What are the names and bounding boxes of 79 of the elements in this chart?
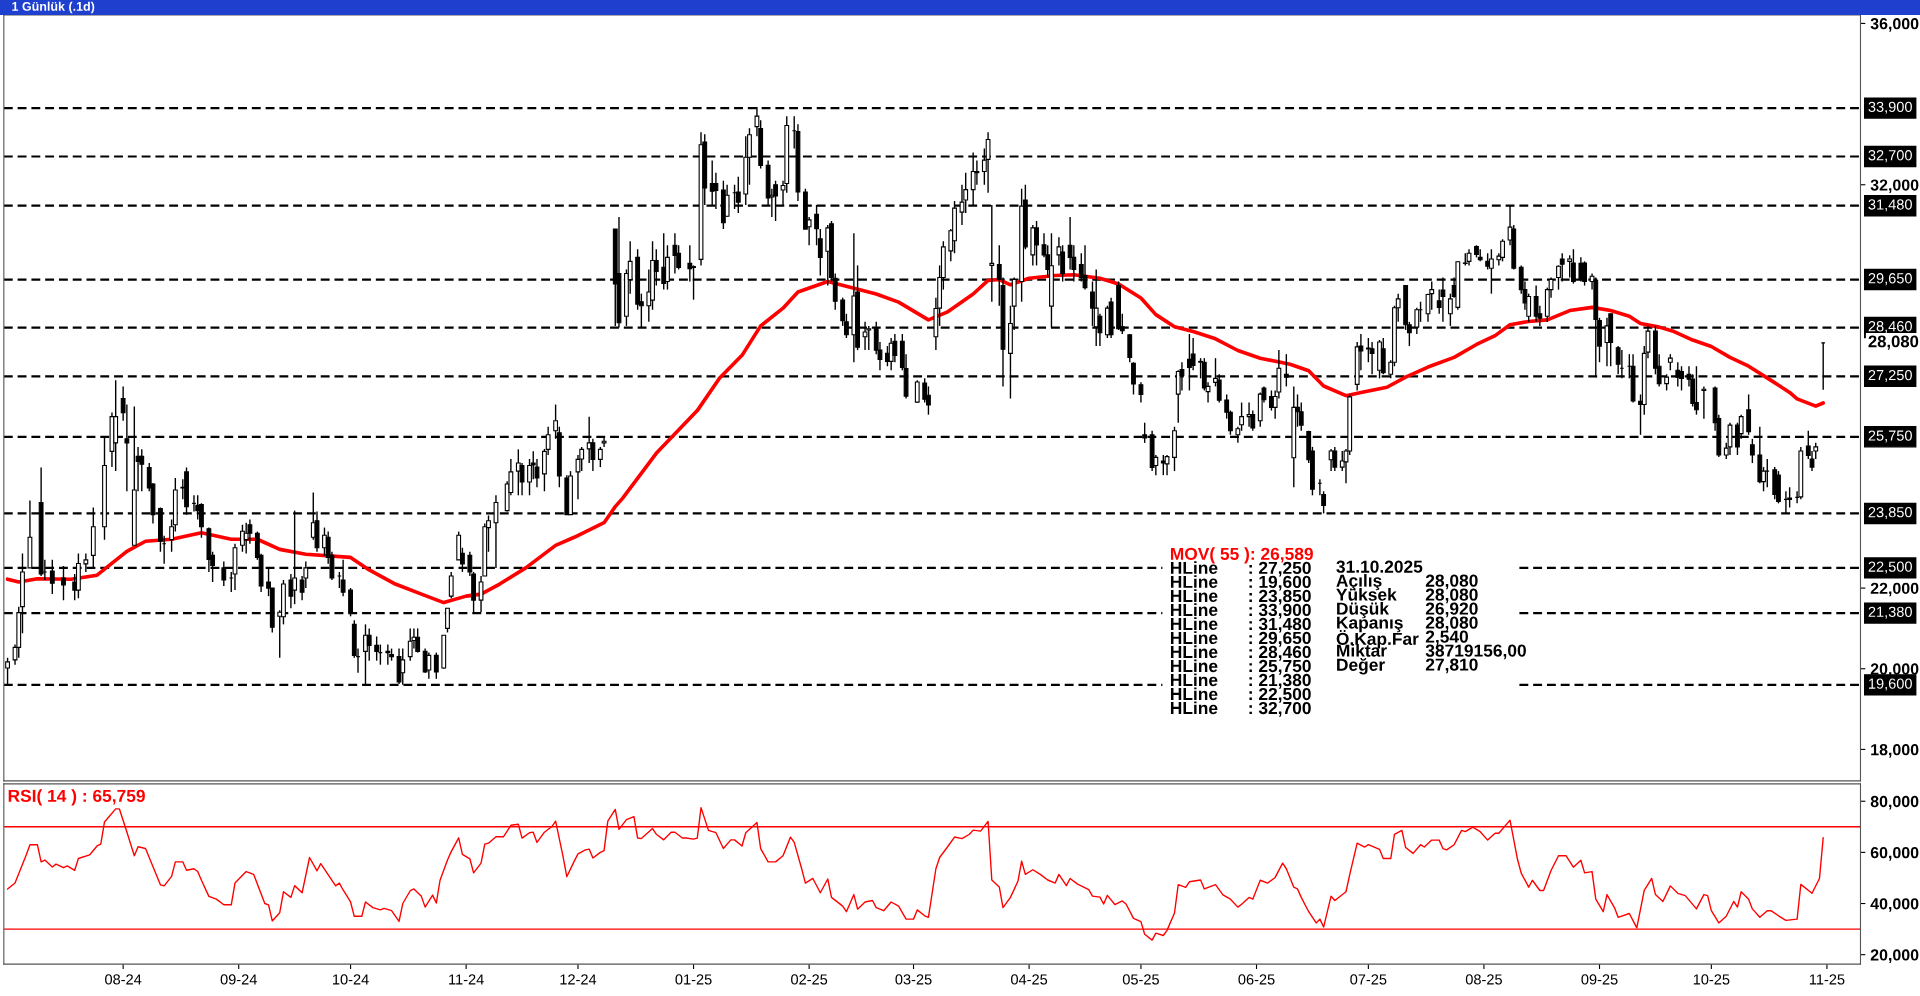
candlestick [672,232,678,275]
ref-line-label: 21,380 [1868,606,1912,619]
candlestick [914,379,920,404]
candlestick [448,571,454,599]
text: HLine : 23,850 [1170,589,1311,605]
ref-line-label: 28,460 [1868,321,1912,334]
x-tick-label: 08-24 [105,974,142,985]
y-tick-label: 18,000 [1871,744,1919,758]
x-tick-label: 10-24 [333,974,369,985]
candlestick [1787,486,1793,509]
ref-line-label: 22,500 [1868,561,1912,574]
series-label: RSI( 14 ) : 65,759 [8,789,145,806]
y-tick-label: 22,000 [1870,582,1919,597]
ref-line-label: 32,700 [1868,150,1912,163]
y-tick-label: 20,000 [1870,949,1919,963]
x-tick-label: 06-25 [1238,974,1275,985]
text: HLine : 32,700 [1170,701,1311,717]
ref-line-label: 25,750 [1868,430,1912,443]
x-tick-label: 11-25 [1809,974,1845,985]
ref-line-label: 27,250 [1868,369,1912,382]
candlestick [426,651,432,680]
x-tick-label: 02-25 [791,974,828,985]
chart-title: 1 Günlük (.1d) [12,1,95,14]
candlestick [1127,333,1133,363]
y-tick-label: 36,000 [1870,18,1919,32]
x-tick-label: 01-25 [675,974,712,985]
candlestick [1332,446,1338,472]
x-tick-label: 05-25 [1122,974,1159,985]
candlestick [433,651,439,680]
candlestick [240,524,245,553]
x-tick-label: 03-25 [895,974,932,985]
candlestick [1701,385,1707,420]
text: HLine : 31,480 [1170,617,1311,633]
text: HLine : 29,650 [1170,631,1311,647]
x-tick-label: 11-24 [449,974,484,985]
ref-line-label: 19,600 [1869,678,1912,691]
text: 31.10.2025 [1336,560,1423,573]
text: 28,080 [1868,335,1919,350]
x-tick-label: 10-25 [1693,974,1730,985]
candlestick [139,448,145,492]
y-tick-label: 40,000 [1870,898,1919,912]
ref-line-label: 33,900 [1868,101,1912,114]
annotation: 28,080 [1425,574,1478,590]
y-tick-label: 80,000 [1870,795,1919,810]
candlestick [1138,381,1144,404]
candlestick [974,159,980,186]
candlestick [243,522,249,555]
candlestick [1764,458,1770,488]
text: HLine : 21,380 [1170,673,1311,689]
candlestick [1160,454,1166,476]
y-tick-label: 60,000 [1870,847,1919,861]
text: HLine : 22,500 [1170,687,1311,703]
candlestick [1164,454,1170,476]
x-tick-label: 07-25 [1350,974,1387,985]
x-tick-label: 04-25 [1011,974,1048,985]
text: HLine : 28,460 [1170,645,1311,661]
candlestick [366,627,372,662]
x-tick-label: 09-25 [1581,974,1618,985]
candlestick [1749,438,1755,464]
candlestick [1239,401,1245,432]
candlestick [1500,238,1505,263]
text: Değer 27,810 [1337,658,1478,675]
x-tick-label: 09-24 [220,974,257,985]
candlestick [415,627,421,654]
ref-line-label: 29,650 [1868,273,1912,286]
ref-line-label: 31,480 [1868,199,1912,212]
y-tick-label: 20,000 [1870,663,1919,677]
candlestick [407,627,413,662]
text: HLine : 25,750 [1170,659,1311,675]
candlestick [597,446,603,468]
ref-line-label: 23,850 [1868,507,1912,520]
candlestick [515,448,521,497]
x-tick-label: 12-24 [560,974,597,985]
candlestick [1533,284,1539,323]
text: HLine : 33,900 [1170,603,1311,619]
text: HLine : 19,600 [1170,575,1311,591]
candlestick [374,635,380,662]
y-tick-label: 32,000 [1870,179,1919,193]
x-tick-label: 08-25 [1465,974,1502,985]
